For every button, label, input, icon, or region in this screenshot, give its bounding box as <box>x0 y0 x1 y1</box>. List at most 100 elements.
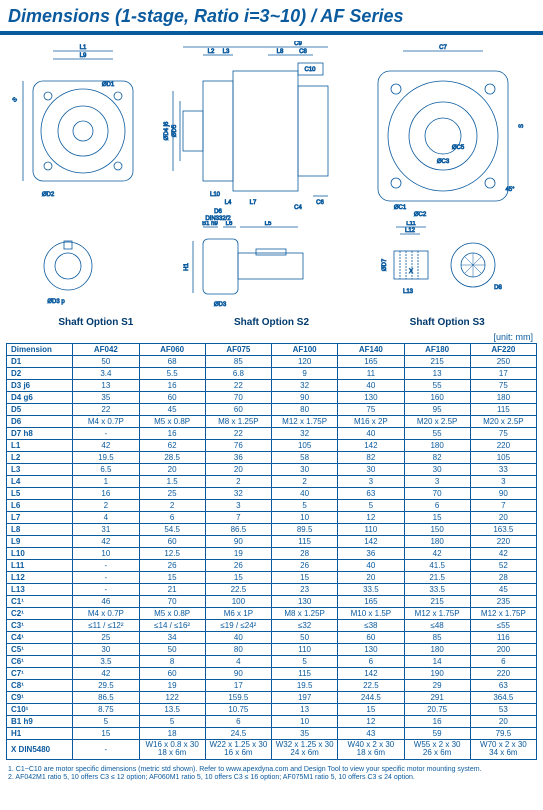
cell: 31 <box>73 524 139 536</box>
cell: 30 <box>338 464 404 476</box>
cell: 215 <box>404 356 470 368</box>
cell: M4 x 0.7P <box>73 608 139 620</box>
cell: 32 <box>205 488 271 500</box>
cell: 40 <box>272 488 338 500</box>
col-dimension: Dimension <box>7 344 73 356</box>
cell: 13 <box>73 380 139 392</box>
svg-text:C6: C6 <box>316 200 324 206</box>
cell: 100 <box>205 596 271 608</box>
row-label: C7¹ <box>7 668 73 680</box>
cell: 20.75 <box>404 704 470 716</box>
svg-text:S: S <box>519 124 525 128</box>
cell: M10 x 1.5P <box>338 608 404 620</box>
shaft-s2-view: B1 h9 L6 L5 H1 ØD3 <box>184 221 303 308</box>
mount-face-view: C7 ØC1 ØC2 ØC3 ØC5 S 45° <box>378 45 525 218</box>
cell: 250 <box>470 356 536 368</box>
cell: 200 <box>470 644 536 656</box>
cell: 24.5 <box>205 728 271 740</box>
cell: 62 <box>139 440 205 452</box>
cell: 2 <box>139 500 205 512</box>
row-label: L5 <box>7 488 73 500</box>
cell: 4 <box>205 656 271 668</box>
cell: 5 <box>139 716 205 728</box>
cell: 16 <box>139 380 205 392</box>
table-row: L13-2122.52333.533.545 <box>7 584 537 596</box>
cell: 75 <box>470 428 536 440</box>
cell: 19 <box>205 548 271 560</box>
cell: 163.5 <box>470 524 536 536</box>
svg-text:L8: L8 <box>277 49 284 55</box>
cell: 59 <box>404 728 470 740</box>
cell: 40 <box>338 560 404 572</box>
cell: 63 <box>338 488 404 500</box>
svg-text:L1: L1 <box>80 45 87 51</box>
cell: 215 <box>404 596 470 608</box>
row-label: L1 <box>7 440 73 452</box>
cell: 63 <box>470 680 536 692</box>
cell: 5 <box>73 716 139 728</box>
svg-text:H1: H1 <box>184 263 190 271</box>
cell: 29.5 <box>73 680 139 692</box>
gearbox-side-view: C9 L2 L3 L8 C8 C10 ØD4 j6 ØD5 C6 C4 L10 … <box>164 41 328 221</box>
cell: 364.5 <box>470 692 536 704</box>
cell: 15 <box>272 572 338 584</box>
cell: 55 <box>404 380 470 392</box>
cell: 19.5 <box>272 680 338 692</box>
svg-text:L9: L9 <box>80 53 87 59</box>
cell: 54.5 <box>139 524 205 536</box>
cell: 90 <box>205 668 271 680</box>
cell: 36 <box>338 548 404 560</box>
row-label: D7 h8 <box>7 428 73 440</box>
table-row: C5¹305080110130180200 <box>7 644 537 656</box>
cell: ≤11 / ≤12² <box>73 620 139 632</box>
cell: W55 x 2 x 3026 x 6m <box>404 740 470 760</box>
svg-text:ØC1: ØC1 <box>394 205 407 211</box>
row-label: L2 <box>7 452 73 464</box>
cell: 15 <box>73 728 139 740</box>
table-row: D1506885120165215250 <box>7 356 537 368</box>
cell: 244.5 <box>338 692 404 704</box>
cell: 130 <box>338 392 404 404</box>
cell: 35 <box>73 392 139 404</box>
cell: 79.5 <box>470 728 536 740</box>
cell: 42 <box>73 668 139 680</box>
svg-text:C10: C10 <box>304 67 316 73</box>
svg-text:L5: L5 <box>265 221 272 227</box>
cell: 3 <box>470 476 536 488</box>
svg-text:L6: L6 <box>226 221 233 227</box>
row-label: C1¹ <box>7 596 73 608</box>
cell: 60 <box>139 536 205 548</box>
shaft-s3-label: Shaft Option S3 <box>359 317 535 328</box>
cell: 7 <box>205 512 271 524</box>
svg-text:ØC5: ØC5 <box>452 145 465 151</box>
footnote-1: 1. C1~C10 are motor specific dimensions … <box>8 766 535 774</box>
top-diagrams: L9 L1 ØD1 ØD2 S C9 L2 L3 L8 C8 C10 ØD4 j… <box>8 41 535 221</box>
table-row: L516253240637090 <box>7 488 537 500</box>
cell: ≤14 / ≤16² <box>139 620 205 632</box>
flange-front-view: L9 L1 ØD1 ØD2 S <box>12 45 133 198</box>
cell: 25 <box>73 632 139 644</box>
cell: 220 <box>470 536 536 548</box>
svg-text:L4: L4 <box>225 200 232 206</box>
cell: 7 <box>470 500 536 512</box>
cell: 22.5 <box>338 680 404 692</box>
cell: 13 <box>404 368 470 380</box>
cell: 142 <box>338 440 404 452</box>
cell: M12 x 1.75P <box>470 608 536 620</box>
cell: W32 x 1.25 x 3024 x 6m <box>272 740 338 760</box>
cell: 36 <box>205 452 271 464</box>
unit-label: [unit: mm] <box>0 330 543 343</box>
cell: 2 <box>73 500 139 512</box>
cell: 6 <box>139 512 205 524</box>
cell: 291 <box>404 692 470 704</box>
cell: 17 <box>205 680 271 692</box>
cell: M8 x 1.25P <box>272 608 338 620</box>
table-row: D23.45.56.89111317 <box>7 368 537 380</box>
cell: - <box>73 584 139 596</box>
cell: 6 <box>338 656 404 668</box>
cell: 5 <box>338 500 404 512</box>
row-label: L12 <box>7 572 73 584</box>
cell: W16 x 0.8 x 3018 x 6m <box>139 740 205 760</box>
row-label: C6¹ <box>7 656 73 668</box>
cell: ≤55 <box>470 620 536 632</box>
